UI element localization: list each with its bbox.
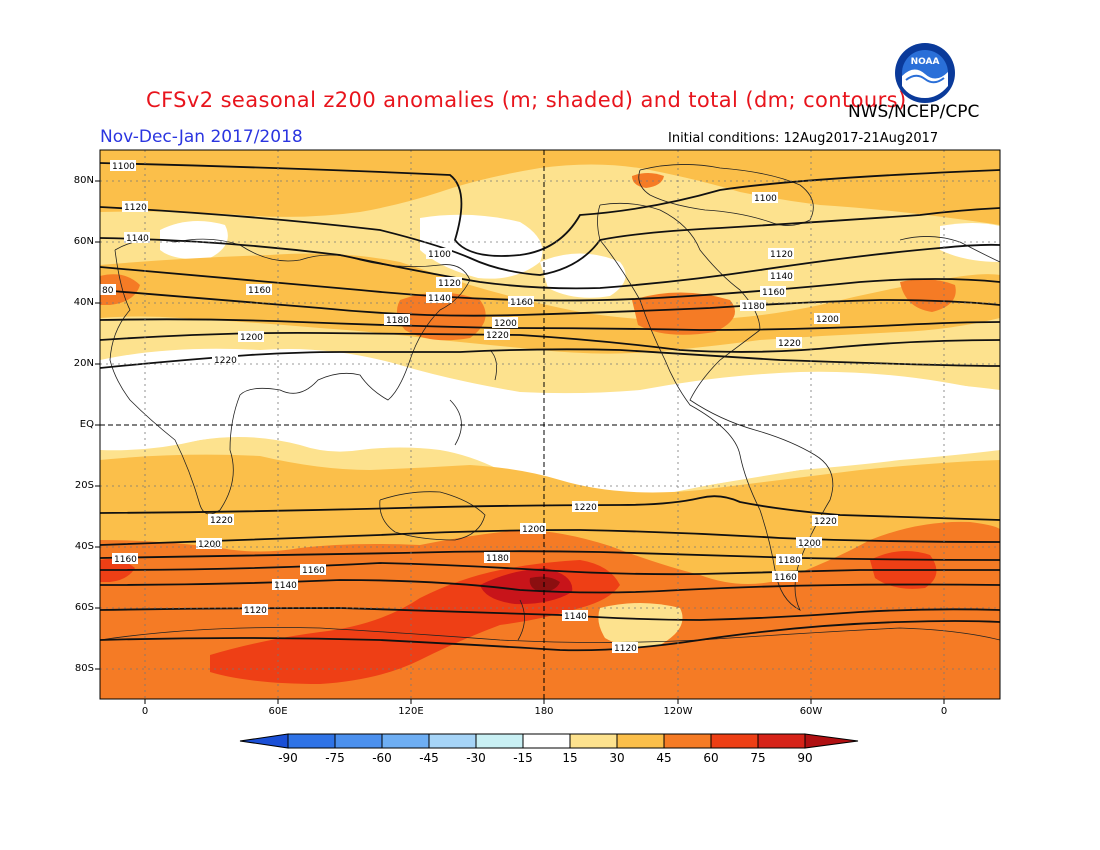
contour-label: 1220	[210, 516, 233, 526]
shade-45-60-west	[100, 274, 140, 305]
equator-dateline	[100, 150, 1000, 699]
x-tick-label: 0	[141, 706, 149, 717]
contour-label: 1160	[762, 288, 785, 298]
shade-15-30-islet	[598, 603, 683, 647]
contour-label: 1160	[248, 286, 271, 296]
noaa-logo: NOAA	[895, 43, 955, 103]
height-contours	[100, 162, 1000, 652]
shade-90-core	[529, 576, 560, 592]
contour-label: 1140	[274, 581, 297, 591]
colorbar-label: 90	[797, 751, 813, 765]
shade-white-canada	[540, 253, 626, 298]
contour-label: 1120	[124, 203, 147, 213]
contour-label: 1120	[614, 644, 637, 654]
contour-label: 1120	[244, 606, 267, 616]
contour-label: 1220	[814, 517, 837, 527]
colorbar-label: -15	[513, 751, 533, 765]
shade-45-60-atl	[900, 279, 956, 312]
shade-30-45-north	[100, 150, 1000, 225]
contour-label: 1180	[386, 316, 409, 326]
contour-label: 1200	[198, 540, 221, 550]
contour-label: 1100	[428, 250, 451, 260]
shade-75-90-core	[480, 568, 573, 605]
contour-label: 1120	[770, 250, 793, 260]
y-tick-label: 80S	[74, 663, 94, 674]
contour-label: 1200	[816, 315, 839, 325]
shade-white-pacific	[552, 379, 1000, 491]
organization-label: NWS/NCEP/CPC	[848, 102, 980, 122]
contour-label: 1220	[486, 331, 509, 341]
contour-label: 1120	[438, 279, 461, 289]
contour-label: 1100	[754, 194, 777, 204]
map-gridlines	[100, 150, 1000, 699]
x-tick-label: 0	[940, 706, 948, 717]
contour-label: 1200	[494, 319, 517, 329]
contour-label: 1160	[774, 573, 797, 583]
contour-labels: 1100 1120 1140 1160 1100 1120 1140 1160 …	[100, 160, 840, 654]
contour-label: 1180	[778, 556, 801, 566]
contour-label: 1180	[486, 554, 509, 564]
continent-outlines	[100, 164, 1000, 643]
x-tick-label: 120W	[663, 706, 693, 717]
contour-label: 1220	[574, 503, 597, 513]
contour-label: 1180	[742, 302, 765, 312]
contour-label: 1100	[112, 162, 135, 172]
noaa-logo-text: NOAA	[911, 57, 940, 67]
colorbar-label: -75	[325, 751, 345, 765]
contour-label: 1160	[302, 566, 325, 576]
y-tick-label: 40S	[74, 541, 94, 552]
contour-label: 80	[102, 286, 114, 296]
shade-white-arabia	[100, 370, 308, 450]
contour-label: 1140	[770, 272, 793, 282]
x-tick-label: 180	[534, 706, 554, 717]
contour-label: 1200	[522, 525, 545, 535]
colorbar-label: 75	[750, 751, 766, 765]
colorbar-label: -45	[419, 751, 439, 765]
x-tick-label: 60E	[268, 706, 288, 717]
y-tick-label: 40N	[73, 297, 94, 308]
y-tick-label: 60S	[74, 602, 94, 613]
contour-label: 1140	[564, 612, 587, 622]
y-tick-label: 80N	[73, 175, 94, 186]
contour-label: 1220	[778, 339, 801, 349]
contour-label: 1140	[126, 234, 149, 244]
forecast-period: Nov-Dec-Jan 2017/2018	[100, 127, 303, 147]
initial-conditions: Initial conditions: 12Aug2017-21Aug2017	[668, 131, 939, 146]
colorbar-label: 45	[656, 751, 672, 765]
contour-label: 1200	[798, 539, 821, 549]
shade-white-atlantic	[940, 223, 1000, 262]
contour-label: 1200	[240, 333, 263, 343]
shade-45-60-japan	[396, 292, 486, 341]
y-tick-label: 60N	[73, 236, 94, 247]
y-tick-label: 20S	[74, 480, 94, 491]
x-tick-label: 60W	[799, 706, 823, 717]
axis-ticks	[95, 180, 945, 704]
colorbar-label: 60	[703, 751, 719, 765]
contour-label: 1140	[428, 294, 451, 304]
colorbar-label: -60	[372, 751, 392, 765]
contour-label: 1160	[114, 555, 137, 565]
x-tick-label: 120E	[398, 706, 424, 717]
y-tick-label: 20N	[73, 358, 94, 369]
colorbar-label: -30	[466, 751, 486, 765]
chart-title: CFSv2 seasonal z200 anomalies (m; shaded…	[146, 88, 907, 112]
colorbar-label: 15	[562, 751, 578, 765]
shade-white-nw	[160, 221, 228, 259]
shade-white-nepac	[420, 214, 543, 279]
y-tick-label: EQ	[79, 419, 94, 430]
contour-label: 1220	[214, 356, 237, 366]
shade-45-60-namerica	[632, 292, 735, 335]
colorbar-label: 30	[609, 751, 625, 765]
colorbar-label: -90	[278, 751, 298, 765]
